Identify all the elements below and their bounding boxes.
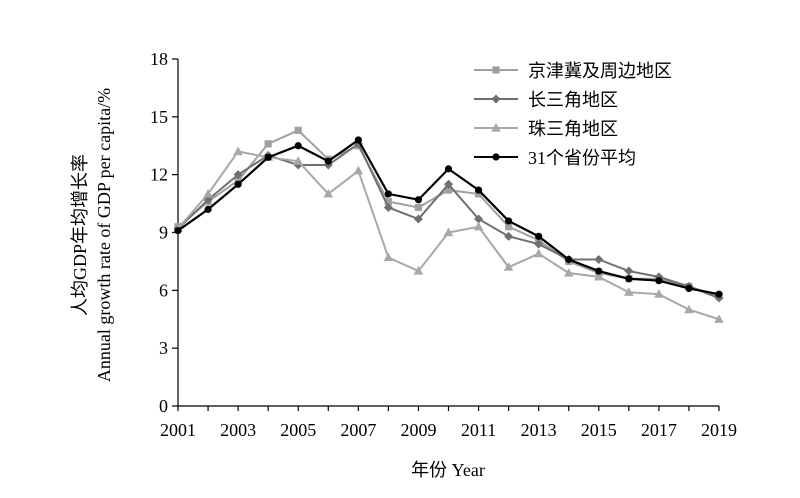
x-tick-label: 2001 <box>160 420 196 440</box>
y-tick-label: 12 <box>150 165 168 185</box>
data-point <box>234 176 242 185</box>
x-tick-label: 2007 <box>340 420 376 440</box>
legend-marker <box>491 94 501 104</box>
y-axis-title-chinese: 人均GDP年均增长率 <box>70 154 90 316</box>
x-tick-label: 2019 <box>701 420 737 440</box>
data-point <box>264 140 272 148</box>
x-tick-label: 2005 <box>280 420 316 440</box>
data-point <box>533 248 544 258</box>
y-tick-label: 18 <box>150 49 168 69</box>
data-point <box>294 126 302 134</box>
data-point <box>444 165 453 173</box>
data-point <box>593 271 604 281</box>
data-point <box>233 146 243 156</box>
legend-entry-2: 珠三角地区 <box>474 119 618 139</box>
data-point <box>323 188 334 198</box>
data-point <box>474 214 484 224</box>
series-2 <box>173 146 724 323</box>
legend-marker <box>491 123 501 132</box>
x-tick-label: 2013 <box>521 420 557 440</box>
x-tick-label: 2015 <box>581 420 617 440</box>
data-point <box>715 290 723 298</box>
series-layer <box>173 126 724 323</box>
data-point <box>624 266 634 276</box>
data-point <box>503 262 514 271</box>
data-point <box>414 203 423 212</box>
data-point <box>714 314 724 323</box>
x-tick-label: 2003 <box>220 420 256 440</box>
x-axis: 2001 2003 2005 2007 2009 2011 2013 2015 2017 2019 <box>160 405 737 440</box>
data-point <box>624 287 634 296</box>
data-point <box>443 227 454 237</box>
y-tick-label: 6 <box>159 280 168 300</box>
legend-marker <box>492 66 500 74</box>
y-axis: 0 3 6 9 12 15 18 <box>150 49 179 416</box>
data-point <box>444 186 453 194</box>
data-point <box>444 179 453 189</box>
data-point <box>654 289 664 298</box>
data-point <box>384 198 392 206</box>
data-point <box>655 277 663 285</box>
data-point <box>413 214 423 224</box>
data-point <box>414 196 423 204</box>
data-point <box>563 267 574 277</box>
data-point <box>565 255 573 264</box>
y-axis-title-english: Annual growth rate of GDP per capita/% <box>94 88 114 382</box>
legend-label: 京津冀及周边地区 <box>528 61 672 81</box>
series-line <box>177 138 720 296</box>
series-3 <box>174 136 723 298</box>
data-point <box>203 188 213 198</box>
legend-label: 长三角地区 <box>528 90 618 110</box>
data-point <box>534 239 544 249</box>
data-point <box>505 217 513 225</box>
data-point <box>473 221 484 231</box>
legend-entry-0: 京津冀及周边地区 <box>474 61 672 81</box>
y-tick-label: 0 <box>159 396 168 416</box>
y-tick-label: 9 <box>159 223 168 243</box>
legend-entry-3: 31个省份平均 <box>474 148 636 168</box>
data-point <box>594 254 604 264</box>
x-tick-label: 2017 <box>641 420 677 440</box>
data-point <box>474 190 483 198</box>
data-point <box>474 186 483 194</box>
y-tick-label: 15 <box>150 107 168 127</box>
data-point <box>535 232 543 240</box>
y-tick-label: 3 <box>159 338 168 358</box>
data-point <box>684 304 694 314</box>
data-point <box>324 157 332 165</box>
data-point <box>174 226 182 235</box>
data-point <box>264 153 272 161</box>
data-point <box>353 165 364 175</box>
legend-label: 珠三角地区 <box>528 119 618 139</box>
x-axis-title: 年份 Year <box>411 460 485 480</box>
data-point <box>383 252 394 262</box>
data-point <box>233 170 243 180</box>
data-point <box>384 190 392 198</box>
data-point <box>294 142 302 150</box>
x-tick-label: 2011 <box>461 420 496 440</box>
data-point <box>413 266 424 275</box>
x-tick-label: 2009 <box>400 420 436 440</box>
data-point <box>504 231 514 241</box>
legend-entry-1: 长三角地区 <box>474 90 618 110</box>
data-point <box>293 156 304 165</box>
data-point <box>505 223 513 231</box>
data-point <box>354 136 362 144</box>
data-point <box>625 275 633 283</box>
data-point <box>234 180 242 188</box>
data-point <box>204 205 212 213</box>
data-point <box>685 284 693 293</box>
data-point <box>595 267 603 275</box>
data-point <box>383 202 393 212</box>
legend-label: 31个省份平均 <box>528 148 636 168</box>
legend-marker <box>492 153 500 161</box>
